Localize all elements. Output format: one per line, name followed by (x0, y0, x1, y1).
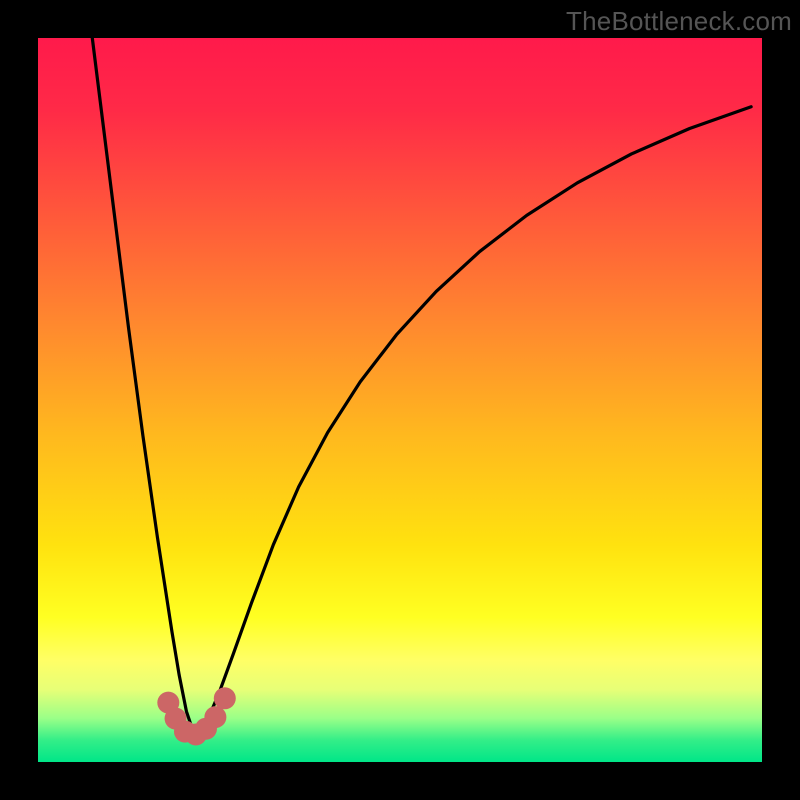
bottleneck-curve (92, 38, 751, 733)
watermark-text: TheBottleneck.com (566, 6, 792, 37)
minimum-marker (214, 687, 236, 709)
minimum-markers (157, 687, 235, 745)
curve-layer (38, 38, 762, 762)
chart-stage: TheBottleneck.com (0, 0, 800, 800)
plot-area (38, 38, 762, 762)
